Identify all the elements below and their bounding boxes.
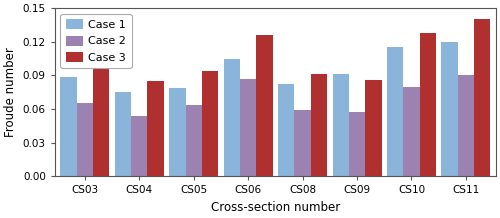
Bar bbox=[294, 110, 310, 176]
Bar bbox=[131, 116, 148, 176]
X-axis label: Cross-section number: Cross-section number bbox=[210, 201, 340, 214]
Bar bbox=[278, 84, 294, 176]
Bar bbox=[420, 33, 436, 176]
Bar bbox=[186, 105, 202, 176]
Bar bbox=[240, 79, 256, 176]
Bar bbox=[76, 103, 93, 176]
Bar bbox=[310, 74, 327, 176]
Bar bbox=[148, 81, 164, 176]
Y-axis label: Froude number: Froude number bbox=[4, 47, 17, 137]
Bar bbox=[169, 88, 186, 176]
Bar bbox=[474, 19, 490, 176]
Bar bbox=[202, 71, 218, 176]
Bar bbox=[115, 92, 131, 176]
Bar bbox=[365, 80, 382, 176]
Bar bbox=[256, 35, 272, 176]
Bar bbox=[387, 47, 404, 176]
Bar bbox=[332, 74, 349, 176]
Bar bbox=[224, 59, 240, 176]
Bar bbox=[93, 66, 110, 176]
Legend: Case 1, Case 2, Case 3: Case 1, Case 2, Case 3 bbox=[60, 14, 132, 68]
Bar bbox=[442, 42, 458, 176]
Bar bbox=[349, 112, 365, 176]
Bar bbox=[458, 75, 474, 176]
Bar bbox=[60, 77, 76, 176]
Bar bbox=[404, 87, 419, 176]
